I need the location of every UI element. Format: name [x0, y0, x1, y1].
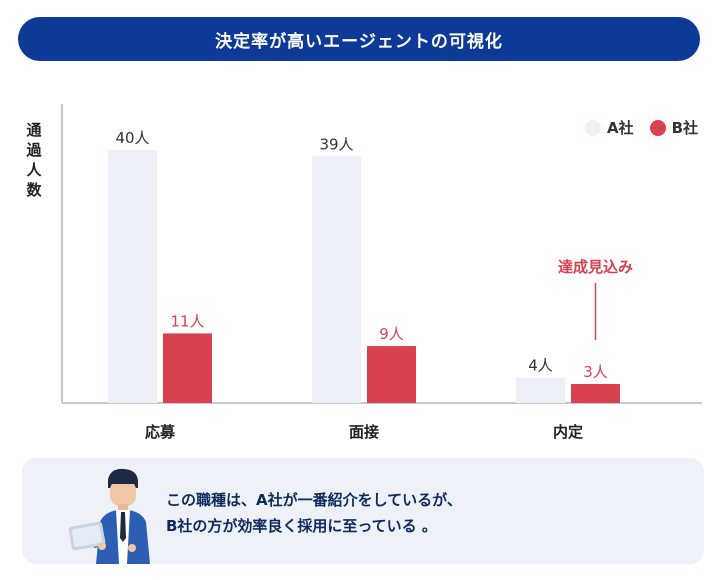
bar-b: [163, 333, 212, 403]
bar-b: [571, 384, 620, 403]
x-tick-label: 応募: [145, 423, 176, 441]
legend-swatch-a: [584, 119, 601, 136]
bar-a: [108, 149, 157, 403]
y-axis-label-char: 人: [26, 161, 42, 179]
legend-swatch-b: [649, 119, 666, 136]
data-label-b: 11人: [170, 312, 204, 330]
note-text: この職種は、A社が一番紹介をしているが、 B社の方が効率良く採用に至っている 。: [166, 487, 462, 539]
data-label-a: 39人: [319, 135, 353, 153]
data-label-a: 40人: [115, 129, 149, 147]
note-line-1: この職種は、A社が一番紹介をしているが、: [166, 491, 462, 509]
data-label-a: 4人: [528, 357, 553, 375]
legend-label-b: B社: [671, 119, 698, 137]
data-label-b: 3人: [583, 363, 608, 381]
x-tick-label: 面接: [349, 423, 379, 441]
y-axis-label-char: 数: [26, 181, 42, 199]
note-box: この職種は、A社が一番紹介をしているが、 B社の方が効率良く採用に至っている 。: [22, 458, 704, 564]
legend-label-a: A社: [606, 119, 634, 137]
y-axis-label: 通 過 人 数: [24, 120, 44, 200]
title-bar: 決定率が高いエージェントの可視化: [18, 17, 700, 61]
note-line-2: B社の方が効率良く採用に至っている 。: [166, 517, 437, 535]
data-label-b: 9人: [379, 325, 404, 343]
annotation-text: 達成見込み: [558, 258, 633, 276]
legend-item-b: B社: [649, 117, 698, 138]
chart-title: 決定率が高いエージェントの可視化: [215, 31, 503, 52]
y-axis-label-char: 過: [26, 141, 42, 159]
bar-a: [312, 156, 361, 403]
legend-item-a: A社: [584, 117, 634, 138]
legend: A社 B社: [584, 117, 698, 138]
person-with-tablet-icon: [68, 468, 150, 564]
bar-b: [367, 346, 416, 403]
x-tick-label: 内定: [553, 423, 583, 441]
y-axis-label-char: 通: [26, 121, 42, 139]
bar-a: [516, 377, 565, 403]
